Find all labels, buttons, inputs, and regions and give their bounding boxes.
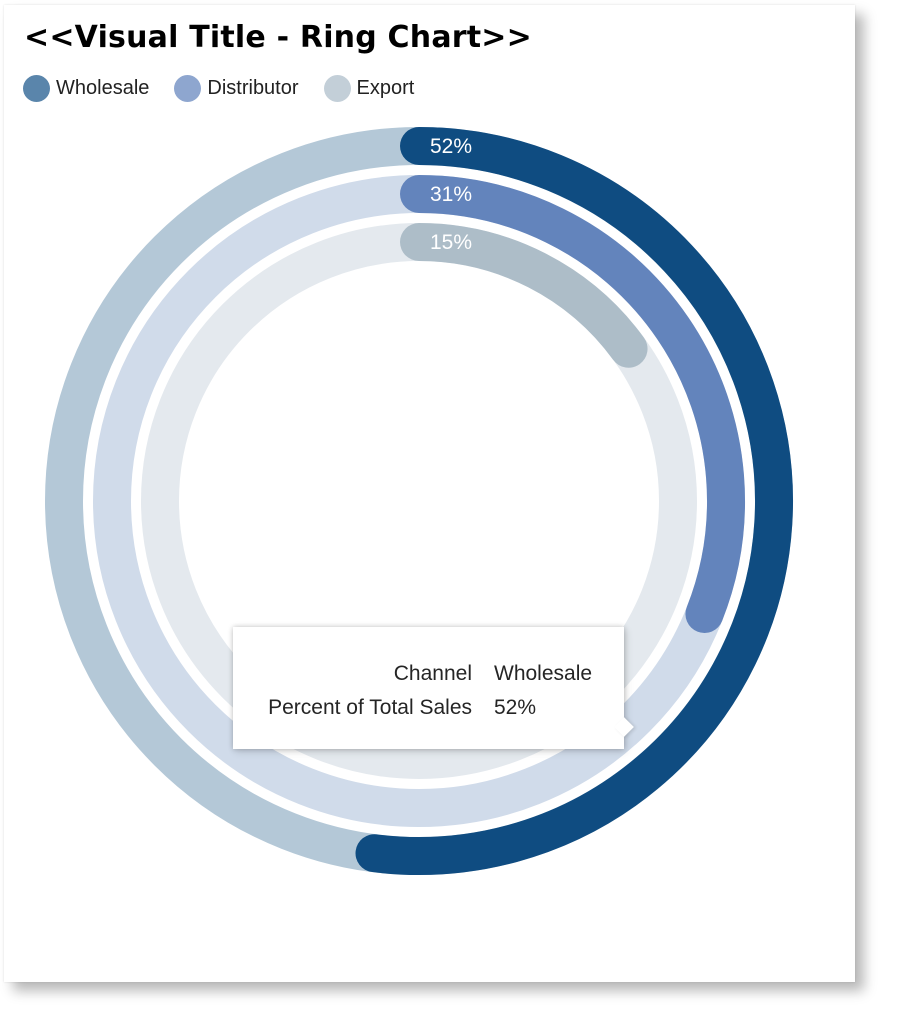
legend-marker-distributor (174, 74, 202, 102)
legend-label-export: Export (356, 76, 415, 99)
data-label-wholesale: 52% (430, 135, 472, 158)
chart-title: <<Visual Title - Ring Chart>> (24, 20, 532, 55)
tooltip: Channel Wholesale Percent of Total Sales… (233, 627, 624, 749)
legend-label-wholesale: Wholesale (56, 76, 150, 99)
tooltip-key-channel: Channel (393, 662, 472, 685)
legend-item-distributor[interactable]: Distributor (174, 74, 299, 102)
ring-bar-wholesale[interactable] (355, 127, 793, 875)
ring-bar-distributor[interactable] (400, 175, 745, 634)
legend-label-distributor: Distributor (207, 76, 299, 99)
data-label-export: 15% (430, 231, 472, 254)
legend-marker-export (323, 74, 351, 102)
legend-marker-wholesale (23, 74, 50, 102)
tooltip-value-percent: 52% (494, 696, 537, 719)
data-label-distributor: 31% (430, 183, 472, 206)
tooltip-key-percent: Percent of Total Sales (268, 696, 472, 719)
legend: Wholesale Distributor Export (23, 73, 439, 103)
tooltip-value-channel: Wholesale (494, 662, 593, 685)
legend-item-export[interactable]: Export (323, 74, 415, 102)
ring-bar-export[interactable] (400, 223, 648, 368)
legend-item-wholesale[interactable]: Wholesale (23, 74, 150, 102)
